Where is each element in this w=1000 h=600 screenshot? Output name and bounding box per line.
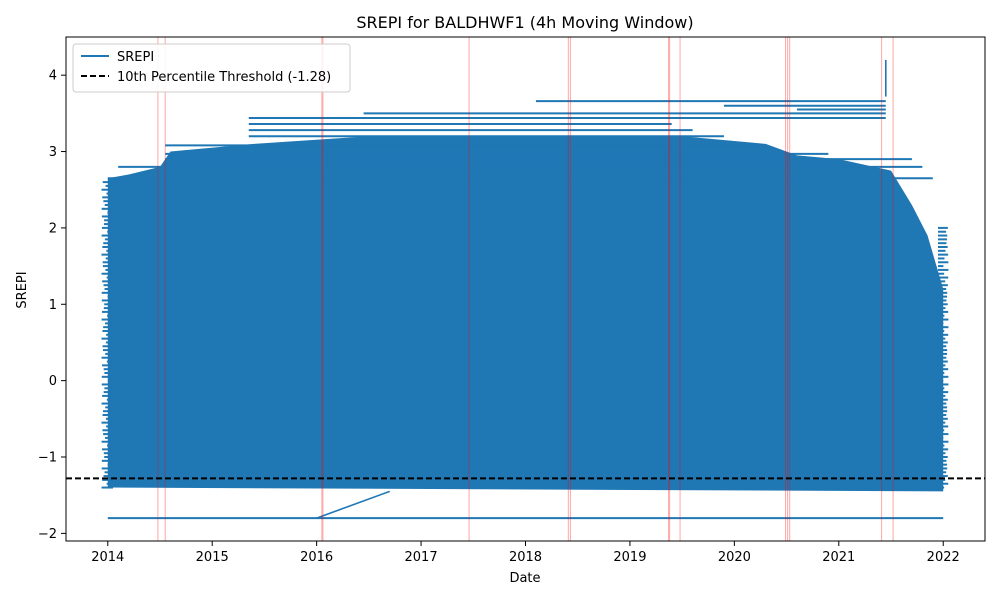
- x-tick-label-6: 2020: [718, 550, 751, 565]
- x-tick-label-3: 2017: [405, 550, 438, 565]
- y-tick-label-4: 2: [49, 221, 57, 236]
- y-tick-label-2: 0: [49, 374, 57, 389]
- y-axis-label: SREPI: [15, 271, 30, 308]
- legend-label-srepi: SREPI: [117, 50, 154, 65]
- x-tick-label-0: 2014: [91, 550, 124, 565]
- y-tick-label-5: 3: [49, 145, 57, 160]
- srepi-connector-0: [316, 490, 391, 519]
- plot-area: [66, 37, 985, 541]
- srepi-band: [107, 136, 944, 492]
- x-tick-label-7: 2021: [822, 550, 855, 565]
- event-line-layer: [157, 37, 894, 541]
- legend-label-threshold: 10th Percentile Threshold (-1.28): [117, 70, 331, 85]
- srepi-segment-layer: [107, 59, 944, 520]
- y-tick-label-3: 1: [49, 298, 57, 313]
- chart-title: SREPI for BALDHWF1 (4h Moving Window): [356, 13, 693, 32]
- legend: SREPI 10th Percentile Threshold (-1.28): [72, 43, 351, 93]
- y-tick-label-6: 4: [49, 69, 57, 84]
- srepi-band-layer: [101, 136, 949, 492]
- x-tick-label-5: 2019: [613, 550, 646, 565]
- x-axis: 2014 2015 2016 2017 2018 2019 2020 2021 2022: [91, 541, 960, 565]
- y-tick-label-1: −1: [38, 451, 57, 466]
- x-tick-label-1: 2015: [196, 550, 229, 565]
- x-tick-label-8: 2022: [927, 550, 960, 565]
- x-tick-label-4: 2018: [509, 550, 542, 565]
- x-axis-label: Date: [509, 571, 540, 586]
- y-axis: −2 −1 0 1 2 3 4: [38, 69, 66, 542]
- y-tick-label-0: −2: [38, 527, 57, 542]
- legend-box: [72, 43, 351, 93]
- x-tick-label-2: 2016: [300, 550, 333, 565]
